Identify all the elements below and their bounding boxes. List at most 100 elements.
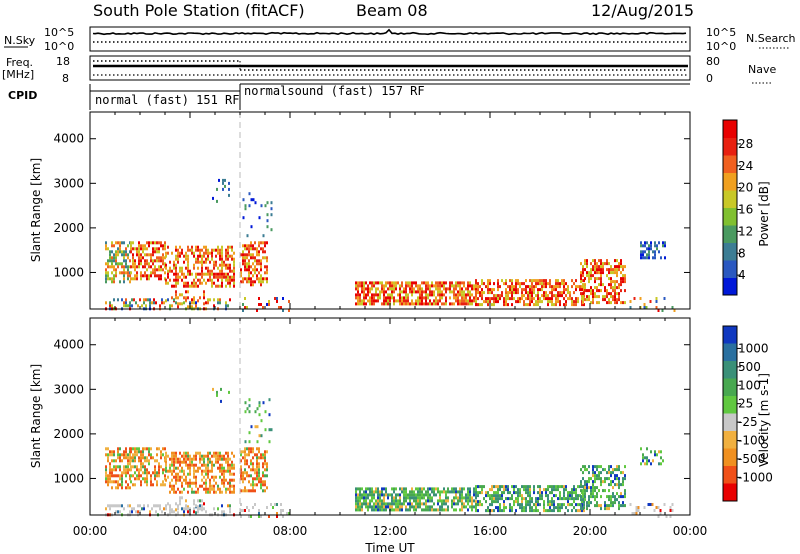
- data-cell: [413, 302, 415, 306]
- data-cell: [652, 459, 654, 463]
- data-cell: [405, 293, 407, 297]
- data-cell: [185, 251, 187, 255]
- data-cell: [129, 486, 131, 490]
- data-cell: [511, 285, 513, 289]
- data-cell: [258, 512, 260, 515]
- data-cell: [417, 496, 419, 500]
- data-cell: [523, 488, 525, 492]
- data-cell: [497, 494, 499, 498]
- data-cell: [225, 451, 227, 455]
- data-cell: [509, 503, 511, 507]
- data-cell: [113, 465, 115, 469]
- data-cell: [211, 248, 213, 252]
- data-cell: [573, 500, 575, 504]
- data-cell: [519, 488, 521, 492]
- data-cell: [227, 254, 229, 258]
- data-cell: [361, 302, 363, 306]
- data-cell: [132, 256, 134, 260]
- data-cell: [148, 244, 150, 248]
- data-cell: [140, 262, 142, 266]
- data-cell: [375, 490, 377, 494]
- data-cell: [671, 503, 674, 506]
- data-cell: [543, 294, 545, 298]
- data-cell: [189, 248, 191, 252]
- data-cell: [187, 505, 189, 509]
- data-cell: [551, 288, 553, 292]
- data-cell: [453, 296, 455, 300]
- data-cell: [519, 282, 521, 286]
- data-cell: [614, 289, 616, 293]
- data-cell: [581, 285, 583, 289]
- data-cell: [455, 284, 457, 288]
- data-cell: [109, 277, 111, 281]
- data-cell: [622, 280, 624, 284]
- data-cell: [175, 296, 177, 300]
- data-cell: [507, 294, 509, 298]
- data-cell: [221, 281, 223, 285]
- data-cell: [649, 300, 652, 303]
- nsearch-tick-bottom: 10^0: [706, 40, 736, 53]
- data-cell: [181, 293, 183, 297]
- data-cell: [125, 447, 127, 451]
- xtick-label: 04:00: [173, 524, 208, 538]
- data-cell: [598, 471, 600, 475]
- data-cell: [227, 272, 229, 276]
- data-cell: [221, 263, 223, 267]
- data-cell: [152, 241, 154, 245]
- data-cell: [242, 303, 244, 306]
- data-cell: [517, 491, 519, 495]
- data-cell: [138, 256, 140, 260]
- data-cell: [132, 459, 134, 463]
- data-cell: [397, 281, 399, 285]
- data-cell: [221, 278, 223, 282]
- data-cell: [590, 501, 592, 505]
- data-cell: [138, 447, 140, 451]
- data-cell: [577, 285, 579, 289]
- data-cell: [419, 502, 421, 506]
- data-cell: [429, 293, 431, 297]
- data-cell: [153, 301, 155, 305]
- data-cell: [217, 457, 219, 461]
- data-cell: [465, 505, 467, 509]
- data-cell: [165, 266, 167, 270]
- data-cell: [643, 303, 646, 306]
- data-cell: [417, 296, 419, 300]
- freq-tick-bottom: 8: [62, 72, 69, 85]
- data-cell: [158, 241, 160, 245]
- data-cell: [393, 299, 395, 303]
- data-cell: [427, 302, 429, 306]
- data-cell: [449, 302, 451, 306]
- data-cell: [403, 287, 405, 291]
- data-cell: [209, 272, 211, 276]
- data-cell: [604, 480, 606, 484]
- data-cell: [547, 294, 549, 298]
- data-cell: [539, 288, 541, 292]
- data-cell: [571, 497, 573, 501]
- data-cell: [559, 485, 561, 489]
- data-cell: [377, 296, 379, 300]
- data-cell: [367, 487, 369, 491]
- data-cell: [640, 447, 642, 451]
- data-cell: [195, 245, 197, 249]
- data-cell: [409, 499, 411, 503]
- data-cell: [211, 466, 213, 470]
- data-cell: [211, 269, 213, 273]
- data-cell: [138, 262, 140, 266]
- data-cell: [201, 269, 203, 273]
- data-cell: [248, 253, 250, 257]
- data-cell: [656, 247, 658, 251]
- colorbar-segment: [723, 343, 737, 362]
- data-cell: [225, 469, 227, 473]
- data-cell: [631, 512, 634, 515]
- data-cell: [659, 512, 662, 515]
- data-cell: [260, 283, 262, 287]
- data-cell: [475, 496, 477, 500]
- data-cell: [244, 297, 246, 300]
- data-cell: [228, 181, 230, 185]
- data-cell: [268, 440, 271, 444]
- data-cell: [369, 493, 371, 497]
- colorbar-tick-label: 100: [738, 378, 761, 392]
- data-cell: [497, 485, 499, 489]
- data-cell: [262, 474, 264, 478]
- data-cell: [373, 293, 375, 297]
